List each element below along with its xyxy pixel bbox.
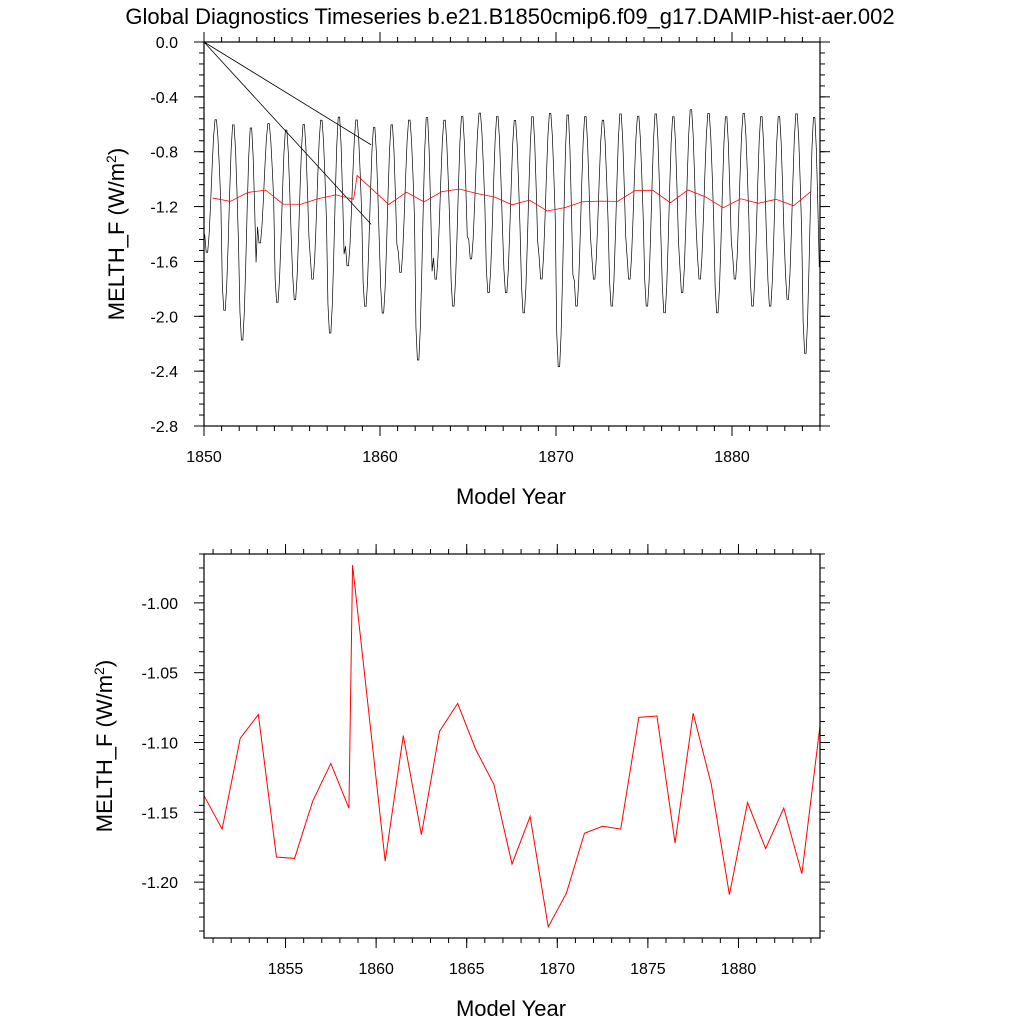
plot-frame [203, 553, 821, 939]
y-tick-label: -2.8 [150, 419, 178, 436]
x-tick-label: 1870 [539, 961, 575, 978]
y-axis-label: MELTH_F (W/m2) [103, 148, 129, 320]
x-tick-label: 1880 [721, 961, 757, 978]
y-tick-label: -1.2 [150, 200, 178, 217]
panel-top: 0.0 -0.4 -0.8 -1.2 -1.6 -2.0 -2.4 -2.8 1850 1860 1… [103, 32, 830, 509]
y-tick-label: -2.4 [150, 364, 178, 381]
y-tick-label: 0.0 [156, 35, 178, 52]
x-tick-label: 1870 [538, 449, 574, 466]
x-tick-label: 1875 [630, 961, 666, 978]
annual-mean-line [212, 174, 812, 212]
y-tick-label: -0.4 [150, 90, 178, 107]
annual-mean-line [203, 565, 821, 929]
y-tick-label: -1.6 [150, 254, 178, 271]
monthly-series-line [204, 109, 820, 368]
plot-frame [203, 41, 821, 427]
x-tick-label: 1850 [186, 449, 222, 466]
figure-title: Global Diagnostics Timeseries b.e21.B185… [125, 4, 894, 29]
series-group [203, 41, 820, 368]
y-tick-label: -2.0 [150, 309, 178, 326]
y-axis-label-main: MELTH_F (W/m [104, 163, 129, 320]
x-tick-label: 1860 [362, 449, 398, 466]
x-axis-label: Model Year [456, 996, 566, 1021]
x-axis-label: Model Year [456, 484, 566, 509]
wrap-segment-line [203, 41, 372, 146]
y-axis-label-close: ) [104, 148, 129, 155]
y-tick-label: -1.15 [142, 805, 179, 822]
x-tick-label: 1860 [358, 961, 394, 978]
panel-bottom: -1.00 -1.05 -1.10 -1.15 -1.20 1855 1860 1865 187… [91, 544, 830, 1021]
y-axis-label: MELTH_F (W/m2) [91, 660, 117, 832]
y-tick-label: -1.10 [142, 736, 179, 753]
y-tick-label: -1.20 [142, 875, 179, 892]
wrap-segment-line [203, 41, 372, 225]
x-tick-label: 1880 [714, 449, 750, 466]
y-axis-label-main: MELTH_F (W/m [92, 675, 117, 832]
y-axis-label-superscript: 2 [91, 667, 107, 675]
tick-group: -1.00 -1.05 -1.10 -1.15 -1.20 1855 1860 1865 187… [142, 544, 830, 978]
x-tick-label: 1855 [268, 961, 304, 978]
x-tick-label: 1865 [449, 961, 485, 978]
tick-group: 0.0 -0.4 -0.8 -1.2 -1.6 -2.0 -2.4 -2.8 1850 1860 1… [150, 32, 830, 466]
y-tick-label: -0.8 [150, 145, 178, 162]
y-axis-label-superscript: 2 [103, 155, 119, 163]
series-group [203, 565, 821, 929]
y-tick-label: -1.00 [142, 596, 179, 613]
y-axis-label-close: ) [92, 660, 117, 667]
y-tick-label: -1.05 [142, 666, 179, 683]
